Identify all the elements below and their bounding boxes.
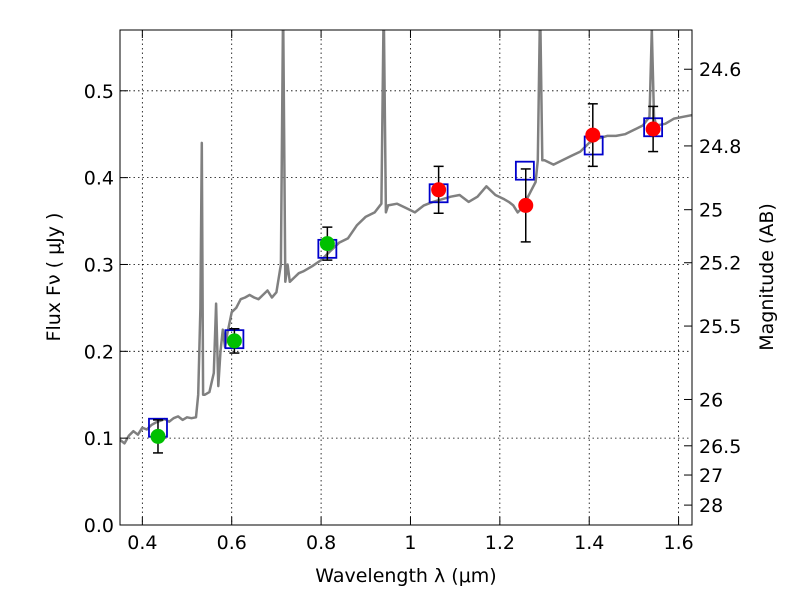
y-tick-label: 0.0 bbox=[84, 515, 114, 537]
y-tick-label: 0.1 bbox=[84, 428, 114, 450]
y-tick-label: 0.5 bbox=[84, 81, 114, 103]
x-tick-label: 1.6 bbox=[663, 532, 693, 554]
model-spectrum-line bbox=[120, 30, 692, 445]
right-tick-label: 26.5 bbox=[699, 436, 741, 458]
x-tick-label: 1.4 bbox=[574, 532, 604, 554]
data-point bbox=[319, 236, 335, 252]
data-point bbox=[585, 127, 601, 143]
right-tick-label: 25.2 bbox=[699, 253, 741, 275]
x-tick-label: 0.6 bbox=[217, 532, 247, 554]
right-tick-label: 24.8 bbox=[699, 136, 741, 158]
data-point bbox=[226, 333, 242, 349]
axis-ticks: 0.4 0.6 0.8 1 1.2 1.4 1.6 0.0 0.1 0.2 0.3 0.4 0.5 24.… bbox=[84, 30, 741, 554]
right-tick-label: 28 bbox=[699, 495, 723, 517]
data-point bbox=[431, 182, 447, 198]
y-tick-label: 0.4 bbox=[84, 168, 114, 190]
data-point bbox=[150, 428, 166, 444]
right-tick-label: 25.5 bbox=[699, 316, 741, 338]
y-tick-label: 0.3 bbox=[84, 254, 114, 276]
y-tick-label: 0.2 bbox=[84, 341, 114, 363]
right-axis-title: Magnitude (AB) bbox=[756, 203, 778, 351]
y-axis-title: Flux Fν ( μJy ) bbox=[43, 213, 65, 342]
model-photometry-square bbox=[514, 160, 535, 181]
right-tick-label: 24.6 bbox=[699, 59, 741, 81]
right-tick-label: 27 bbox=[699, 465, 723, 487]
x-tick-label: 1.2 bbox=[485, 532, 515, 554]
x-tick-label: 0.4 bbox=[127, 532, 157, 554]
right-tick-label: 26 bbox=[699, 389, 723, 411]
plot-frame bbox=[119, 29, 693, 526]
x-tick-label: 0.8 bbox=[306, 532, 336, 554]
x-tick-label: 1 bbox=[404, 532, 416, 554]
plot-area bbox=[120, 30, 692, 454]
data-point bbox=[518, 197, 534, 213]
right-tick-label: 25 bbox=[699, 200, 723, 222]
data-point bbox=[645, 121, 661, 137]
x-axis-title: Wavelength λ (μm) bbox=[315, 565, 496, 587]
